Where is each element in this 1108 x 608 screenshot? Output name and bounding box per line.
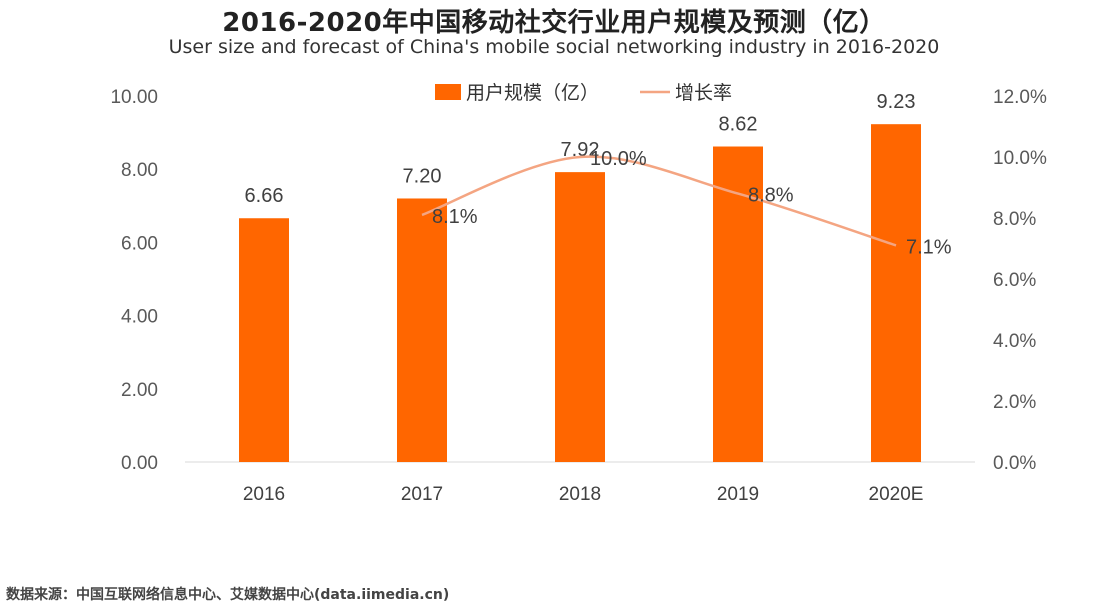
right-axis-tick-label: 6.0% — [993, 270, 1036, 291]
bar-value-label: 6.66 — [245, 185, 284, 207]
right-axis-tick-label: 10.0% — [993, 148, 1047, 169]
right-axis-tick-label: 0.0% — [993, 453, 1036, 474]
growth-rate-label: 8.1% — [432, 206, 478, 228]
x-axis-tick-label: 2019 — [717, 484, 759, 505]
bar-value-label: 7.20 — [403, 165, 442, 187]
right-axis-tick-label: 8.0% — [993, 209, 1036, 230]
left-axis-tick-label: 10.00 — [110, 87, 158, 108]
growth-rate-line — [421, 155, 897, 247]
legend-bar-label: 用户规模（亿） — [466, 82, 599, 104]
right-axis-tick-label: 2.0% — [993, 392, 1036, 413]
legend-line-label: 增长率 — [675, 82, 732, 104]
x-axis-tick-label: 2018 — [559, 484, 601, 505]
bar-user-size — [397, 198, 447, 463]
left-axis-tick-label: 2.00 — [121, 380, 158, 401]
bar-value-label: 8.62 — [719, 114, 758, 136]
legend-bar-swatch — [435, 84, 461, 100]
left-axis-tick-label: 6.00 — [121, 233, 158, 254]
chart-subtitle: User size and forecast of China's mobile… — [168, 36, 940, 58]
chart-title: 2016-2020年中国移动社交行业用户规模及预测（亿） — [222, 8, 886, 38]
x-axis-tick-label: 2017 — [401, 484, 443, 505]
x-axis-tick-label: 2020E — [869, 484, 924, 505]
left-axis-tick-label: 8.00 — [121, 160, 158, 181]
growth-rate-label: 10.0% — [590, 148, 647, 170]
bar-user-size — [871, 124, 921, 462]
bar-value-label: 9.23 — [877, 91, 916, 113]
left-axis-tick-label: 4.00 — [121, 307, 158, 328]
right-axis-tick-label: 12.0% — [993, 87, 1047, 108]
growth-rate-label: 7.1% — [906, 236, 952, 258]
left-axis-tick-label: 0.00 — [121, 453, 158, 474]
x-axis-tick-label: 2016 — [243, 484, 285, 505]
bar-user-size — [555, 172, 605, 463]
bar-user-size — [239, 218, 289, 462]
right-axis-tick-label: 4.0% — [993, 331, 1036, 352]
data-source-note: 数据来源：中国互联网络信息中心、艾媒数据中心(data.iimedia.cn) — [6, 587, 450, 603]
growth-rate-label: 8.8% — [748, 185, 794, 207]
